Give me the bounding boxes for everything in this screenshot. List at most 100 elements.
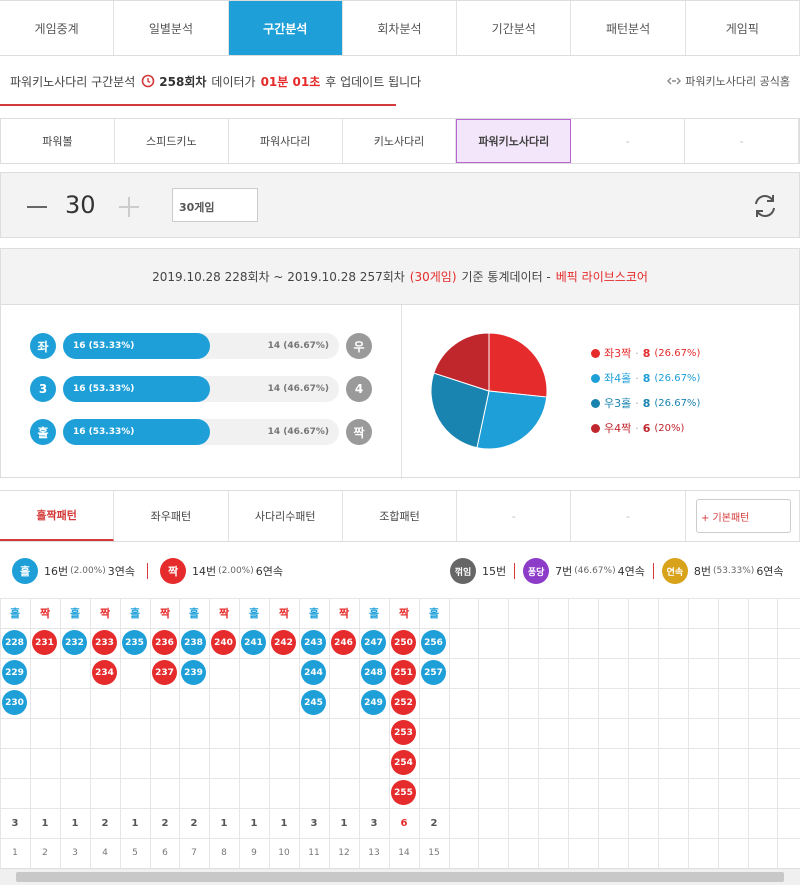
legend-sep: ·	[635, 371, 639, 385]
cont-badge: 연속	[661, 558, 688, 584]
legend-label: 좌3짝	[604, 347, 632, 360]
bar-left-badge: 3	[30, 376, 56, 402]
summary-separator	[147, 563, 148, 579]
update-info-bar: 파워키노사다리 구간분석 258회차 데이터가 01분 01초 후 업데이트 됩…	[0, 56, 800, 106]
pattern-tab-0[interactable]: 홀짝패턴	[0, 491, 115, 541]
pong-streak: 4연속	[617, 565, 645, 578]
bar-left-fill: 16 (53.33%)	[63, 376, 210, 402]
odd-badge: 홀	[12, 558, 38, 584]
round-ball: 252	[391, 690, 416, 715]
even-badge: 짝	[160, 558, 186, 584]
legend-pct: (26.67%)	[654, 347, 701, 359]
grid-vline	[299, 598, 300, 868]
column-count: 3	[11, 817, 19, 829]
column-index: 1	[12, 848, 18, 858]
column-count: 3	[310, 817, 318, 829]
pattern-tab-4[interactable]: -	[457, 491, 572, 541]
refresh-icon[interactable]	[751, 192, 779, 220]
round-ball: 246	[331, 630, 356, 655]
stats-games: (30게임)	[409, 270, 457, 284]
grid-vline	[150, 598, 151, 868]
official-link-label: 파워키노사다리 공식홈	[685, 75, 790, 88]
column-header: 짝	[99, 607, 111, 620]
ratio-bar: 16 (53.33%) 14 (46.67%)	[63, 333, 339, 359]
legend-dot	[591, 373, 600, 383]
pattern-tab-5[interactable]: -	[571, 491, 686, 541]
pattern-tab-2[interactable]: 사다리수패턴	[229, 491, 343, 541]
nav-tab-0[interactable]: 게임중계	[0, 1, 115, 55]
bar-right-value: 14 (46.67%)	[267, 341, 329, 351]
progress-line	[0, 104, 396, 106]
grid-hline	[0, 688, 800, 689]
game-tab-6[interactable]: -	[685, 119, 800, 163]
legend-value: 8	[642, 396, 651, 410]
info-mid: 데이터가	[211, 74, 256, 89]
game-tab-2[interactable]: 파워사다리	[229, 119, 343, 163]
scrollbar-thumb[interactable]	[16, 872, 784, 882]
game-tab-4[interactable]: 파워키노사다리	[456, 119, 572, 163]
grid-vline	[329, 598, 330, 868]
legend-sep: ·	[635, 346, 639, 360]
grid-vline	[508, 598, 509, 868]
column-header: 홀	[248, 607, 260, 620]
round-ball: 235	[122, 630, 147, 655]
column-count: 1	[71, 817, 79, 829]
official-link[interactable]: 파워키노사다리 공식홈	[667, 73, 790, 89]
column-header: 홀	[9, 607, 21, 620]
column-count: 6	[400, 817, 408, 829]
game-tab-5[interactable]: -	[571, 119, 686, 163]
legend-label: 우3홀	[604, 397, 632, 410]
nav-tab-1[interactable]: 일별분석	[114, 1, 229, 55]
column-header: 짝	[398, 607, 410, 620]
column-header: 짝	[338, 607, 350, 620]
game-count-select[interactable]: 30게임	[172, 188, 258, 222]
legend-label: 우4짝	[604, 422, 632, 435]
stats-panel: 2019.10.28 228회차 ~ 2019.10.28 257회차 (30게…	[0, 248, 800, 479]
legend-value: 8	[642, 371, 651, 385]
round-number: 258회차	[159, 74, 207, 89]
bar-right-badge: 우	[346, 333, 372, 359]
grid-vline	[120, 598, 121, 868]
grid-hline	[0, 598, 800, 599]
cont-pct: (53.33%)	[712, 566, 755, 576]
odd-count: 16번	[44, 565, 69, 578]
legend-sep: ·	[635, 396, 639, 410]
nav-tab-4[interactable]: 기간분석	[457, 1, 572, 55]
nav-tab-6[interactable]: 게임픽	[685, 1, 800, 55]
round-ball: 244	[301, 660, 326, 685]
legend-item-2: 우3홀 · 8 (26.67%)	[591, 395, 700, 411]
column-index: 9	[251, 848, 257, 858]
nav-tab-2[interactable]: 구간분석	[228, 1, 343, 55]
column-header: 홀	[368, 607, 380, 620]
odd-pct: (2.00%)	[70, 566, 106, 576]
pattern-tab-3[interactable]: 조합패턴	[343, 491, 458, 541]
round-ball: 229	[2, 660, 27, 685]
game-tab-3[interactable]: 키노사다리	[343, 119, 457, 163]
horizontal-scrollbar[interactable]	[0, 868, 800, 885]
even-streak: 6연속	[255, 565, 283, 578]
pattern-tab-1[interactable]: 좌우패턴	[114, 491, 229, 541]
column-count: 1	[220, 817, 228, 829]
pong-pct: (46.67%)	[574, 566, 616, 576]
column-count: 1	[340, 817, 348, 829]
bar-left-badge: 홀	[30, 419, 56, 445]
pie-slice-0	[488, 332, 548, 398]
pie-chart	[430, 332, 548, 450]
break-count: 15번	[482, 565, 507, 578]
game-tab-1[interactable]: 스피드키노	[115, 119, 229, 163]
round-ball: 249	[361, 690, 386, 715]
grid-vline	[419, 598, 420, 868]
main-nav: 게임중계 일별분석 구간분석 회차분석 기간분석 패턴분석 게임픽	[0, 0, 800, 56]
round-ball: 238	[181, 630, 206, 655]
column-index: 14	[398, 848, 410, 858]
nav-tab-3[interactable]: 회차분석	[342, 1, 458, 55]
summary-separator-3	[652, 563, 654, 579]
round-ball: 233	[92, 630, 117, 655]
grid-vline	[658, 598, 659, 868]
basic-pattern-button[interactable]: + 기본패턴	[696, 499, 791, 533]
game-tab-0[interactable]: 파워볼	[1, 119, 115, 163]
column-index: 10	[278, 848, 290, 858]
pie-slice-2	[430, 372, 490, 449]
nav-tab-5[interactable]: 패턴분석	[571, 1, 686, 55]
minus-button[interactable]	[27, 206, 47, 208]
